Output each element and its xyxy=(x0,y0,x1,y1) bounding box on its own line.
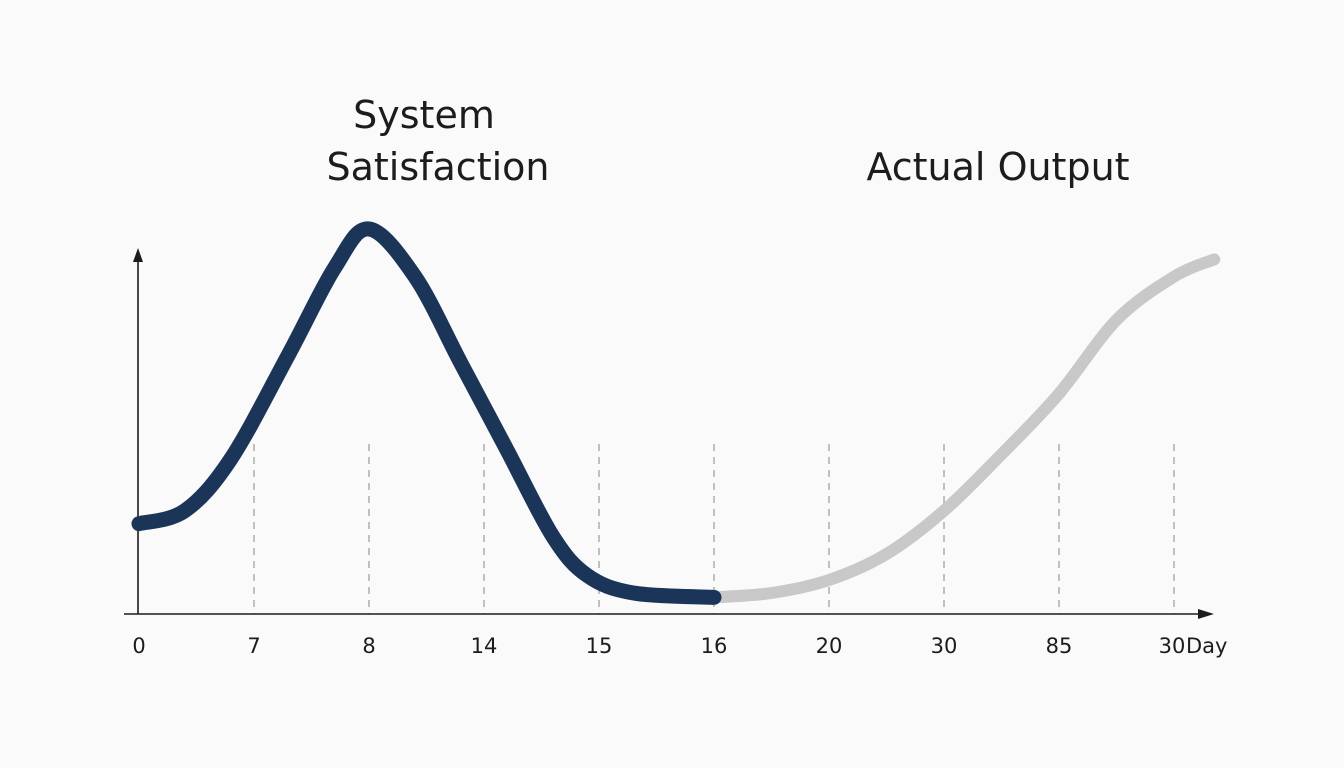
x-tick-label: 7 xyxy=(247,634,260,658)
x-tick-label: 0 xyxy=(132,634,145,658)
x-tick-label: 30 xyxy=(931,634,958,658)
x-tick-label: 14 xyxy=(471,634,498,658)
label-satisfaction: Satisfaction xyxy=(326,145,549,189)
x-tick-label: 16 xyxy=(701,634,728,658)
x-tick-label: 15 xyxy=(586,634,613,658)
label-system: System xyxy=(353,93,495,137)
series-layer xyxy=(131,221,1221,605)
x-tick-label: 85 xyxy=(1046,634,1073,658)
label-actual-output: Actual Output xyxy=(866,145,1129,189)
ticks-layer: 0 7 8 14 15 16 20 30 85 30 xyxy=(132,634,1185,658)
x-tick-label: 8 xyxy=(362,634,375,658)
annotation-layer: System Satisfaction Actual Output xyxy=(326,93,1129,189)
x-axis-arrow-icon xyxy=(1198,609,1214,619)
x-tick-label: 20 xyxy=(816,634,843,658)
x-tick-label: 30 xyxy=(1159,634,1186,658)
axes-layer xyxy=(124,248,1214,619)
series-line-system-satisfaction xyxy=(131,221,722,605)
grid-layer xyxy=(253,444,1175,614)
series-line-actual-output xyxy=(708,253,1221,604)
y-axis-arrow-icon xyxy=(133,248,143,262)
x-axis-unit-label: Day xyxy=(1186,634,1227,658)
